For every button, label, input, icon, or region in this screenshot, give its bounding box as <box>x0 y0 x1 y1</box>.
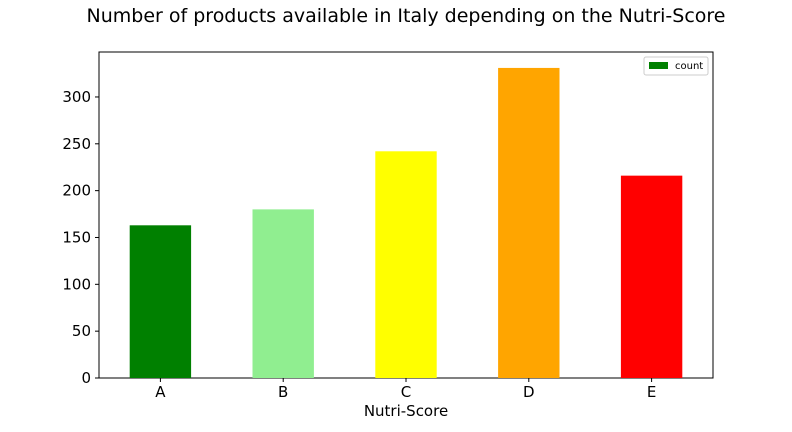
y-tick-label: 150 <box>62 228 91 246</box>
x-tick-label: D <box>523 383 535 401</box>
bar-e <box>620 175 683 378</box>
bars-group <box>129 67 683 378</box>
y-tick-label: 100 <box>62 275 91 293</box>
y-tick-label: 300 <box>62 88 91 106</box>
x-axis-label: Nutri-Score <box>364 402 448 420</box>
x-tick-label: E <box>647 383 656 401</box>
y-tick-label: 250 <box>62 135 91 153</box>
x-tick-label: B <box>278 383 288 401</box>
x-tick-label: A <box>155 383 166 401</box>
legend-swatch-count <box>649 62 668 69</box>
y-tick-label: 0 <box>81 369 91 387</box>
y-axis-ticks: 0 50 100 150 200 250 300 <box>62 88 99 387</box>
bar-c <box>375 151 437 378</box>
x-axis-ticks: A B C D E <box>155 378 656 401</box>
legend: count <box>643 56 709 76</box>
x-tick-label: C <box>401 383 411 401</box>
bar-a <box>129 225 192 378</box>
legend-box <box>643 56 709 76</box>
chart-title: Number of products available in Italy de… <box>87 5 726 27</box>
bar-d <box>498 67 560 378</box>
y-tick-label: 50 <box>72 322 91 340</box>
y-tick-label: 200 <box>62 182 91 200</box>
bar-b <box>252 209 314 378</box>
legend-label-count: count <box>675 61 703 72</box>
